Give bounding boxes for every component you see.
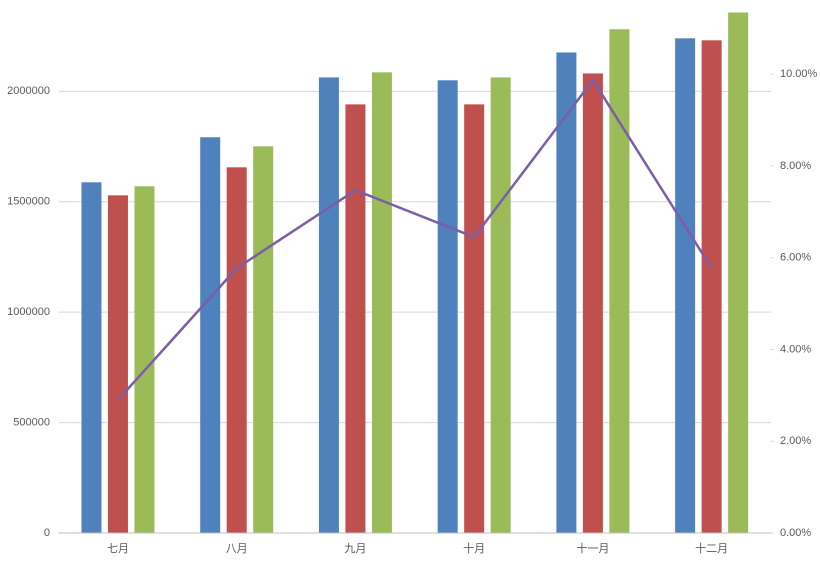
bar xyxy=(200,137,221,533)
bar xyxy=(345,104,366,534)
bar xyxy=(609,29,630,533)
y-tick-label: 2000000 xyxy=(7,85,50,97)
bar xyxy=(253,146,274,533)
y2-tick-label: 0.00% xyxy=(780,527,811,539)
bar xyxy=(490,77,511,533)
y-tick-label: 1500000 xyxy=(7,196,50,208)
y2-tick-label: 2.00% xyxy=(780,435,811,447)
y2-tick-label: 4.00% xyxy=(780,343,811,355)
bar xyxy=(675,38,696,533)
bar xyxy=(81,182,102,534)
bar xyxy=(464,104,485,534)
y2-tick-label: 6.00% xyxy=(780,252,811,264)
y-tick-label: 1000000 xyxy=(7,306,50,318)
bar xyxy=(437,80,458,534)
x-tick-label: 十月 xyxy=(463,541,485,555)
x-tick-label: 七月 xyxy=(107,542,129,555)
x-tick-label: 十二月 xyxy=(695,541,728,555)
bar xyxy=(556,52,577,533)
y-tick-label: 0 xyxy=(44,527,50,539)
bar xyxy=(582,73,603,533)
y2-tick-label: 10.00% xyxy=(780,68,818,80)
bar xyxy=(107,195,128,534)
x-tick-label: 九月 xyxy=(344,542,366,555)
bar xyxy=(134,186,155,533)
bar xyxy=(371,72,392,533)
y-tick-label: 500000 xyxy=(13,416,50,428)
x-tick-label: 八月 xyxy=(226,543,248,555)
line xyxy=(117,78,713,401)
bar xyxy=(226,167,247,534)
y2-tick-label: 8.00% xyxy=(780,160,811,172)
bar xyxy=(701,40,722,534)
x-tick-label: 十一月 xyxy=(576,541,609,555)
bar xyxy=(318,77,339,533)
bar xyxy=(728,12,749,533)
